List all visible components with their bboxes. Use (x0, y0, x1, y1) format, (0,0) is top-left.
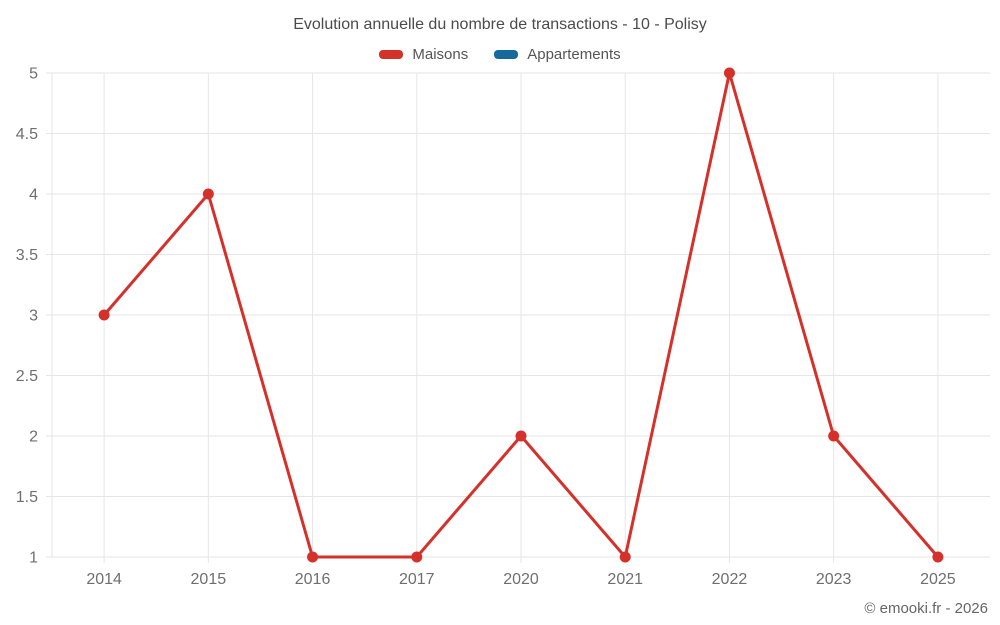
x-axis-label: 2014 (86, 571, 122, 588)
data-point-maisons-2016[interactable] (307, 551, 319, 563)
copyright-credit: © emooki.fr - 2026 (864, 600, 988, 617)
x-axis-label: 2022 (712, 571, 748, 588)
data-point-maisons-2014[interactable] (98, 309, 110, 321)
appartements-swatch-icon (494, 50, 519, 59)
x-axis-label: 2016 (295, 571, 331, 588)
y-axis-label: 1 (29, 550, 38, 567)
x-axis-label: 2015 (191, 571, 227, 588)
y-axis-label: 2.5 (16, 368, 38, 385)
maisons-swatch-icon (379, 50, 404, 59)
x-axis-label: 2023 (816, 571, 852, 588)
y-axis-label: 2 (29, 429, 38, 446)
data-point-maisons-2023[interactable] (828, 430, 840, 442)
y-axis-label: 5 (29, 66, 38, 83)
legend-item-appartements[interactable]: Appartements (494, 46, 621, 63)
y-axis-label: 3.5 (16, 247, 38, 264)
data-point-maisons-2020[interactable] (515, 430, 527, 442)
x-axis-label: 2017 (399, 571, 435, 588)
data-point-maisons-2021[interactable] (619, 551, 631, 563)
data-point-maisons-2015[interactable] (202, 188, 214, 200)
data-point-maisons-2017[interactable] (411, 551, 423, 563)
y-axis-label: 3 (29, 308, 38, 325)
y-axis-label: 4 (29, 187, 38, 204)
x-axis-label: 2025 (920, 571, 956, 588)
legend-label-maisons: Maisons (412, 46, 469, 63)
data-point-maisons-2022[interactable] (723, 67, 735, 79)
data-point-maisons-2025[interactable] (932, 551, 944, 563)
chart-title: Evolution annuelle du nombre de transact… (293, 16, 707, 33)
legend-item-maisons[interactable]: Maisons (379, 46, 468, 63)
legend: Maisons Appartements (0, 46, 1000, 63)
y-axis-label: 4.5 (16, 126, 38, 143)
y-axis-label: 1.5 (16, 489, 38, 506)
x-axis-label: 2020 (503, 571, 539, 588)
x-axis-label: 2021 (607, 571, 643, 588)
legend-label-appartements: Appartements (527, 46, 621, 63)
